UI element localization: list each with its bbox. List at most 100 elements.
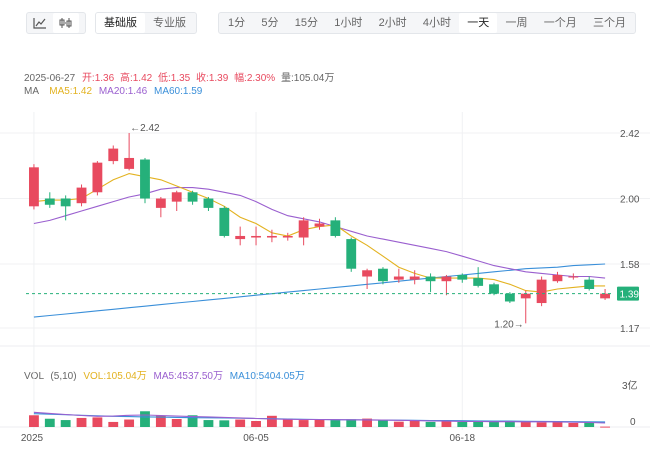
period-1week[interactable]: 一周 xyxy=(505,17,528,29)
period-1month[interactable]: 一个月 xyxy=(543,17,577,29)
volume-bar xyxy=(251,421,261,427)
x-tick-label: 2025 xyxy=(21,433,44,444)
volume-bar xyxy=(584,422,595,427)
candle-body xyxy=(314,223,325,227)
info-volume: 105.04万 xyxy=(293,73,335,84)
ohlc-info: 2025-06-27 开:1.36 高:1.42 低:1.35 收:1.39 幅… xyxy=(24,69,334,84)
y-tick-label: 1.17 xyxy=(620,324,640,335)
candle-body xyxy=(171,192,182,202)
volume-bar xyxy=(330,420,341,427)
candle-body xyxy=(489,284,499,294)
period-4h[interactable]: 4小时 xyxy=(422,17,452,29)
candle-body xyxy=(552,274,563,282)
volume-axis-max-label: 3亿 xyxy=(622,379,638,392)
x-tick-label: 06-18 xyxy=(449,433,475,444)
volume-bar xyxy=(171,419,182,427)
info-change: 2.30% xyxy=(246,73,276,84)
candle-body xyxy=(92,162,103,193)
volume-bar xyxy=(203,420,214,427)
volume-bar xyxy=(425,421,436,427)
volume-bar xyxy=(504,421,515,427)
candle-body xyxy=(584,279,595,289)
vol-value: VOL:105.04万 xyxy=(83,371,147,382)
candle-body xyxy=(568,276,579,278)
volume-axis-zero-label: 0 xyxy=(630,417,636,428)
volume-bar xyxy=(92,417,103,427)
volume-bar xyxy=(568,423,579,427)
period-switch: 1分 5分 15分 1小时 2小时 4小时 一天 一周 一个月 三个月 xyxy=(218,12,636,34)
candle-body xyxy=(282,235,293,238)
candle-body xyxy=(362,270,373,277)
candle-body xyxy=(155,198,166,208)
current-price-badge xyxy=(617,286,639,301)
toolbar: 基础版 专业版 1分 5分 15分 1小时 2小时 4小时 一天 一周 一个月 … xyxy=(0,12,650,36)
ma20-value: MA20:1.46 xyxy=(98,86,148,97)
line-chart-icon[interactable] xyxy=(27,13,53,33)
candle-body xyxy=(520,293,531,299)
candle-body xyxy=(187,192,198,202)
candle-body xyxy=(124,157,135,169)
candle-body xyxy=(536,279,547,304)
candle-body xyxy=(60,198,71,207)
candle-body xyxy=(108,148,119,162)
candle-body xyxy=(441,276,452,282)
volume-bar xyxy=(489,421,499,427)
info-close-label: 收: xyxy=(196,73,209,84)
period-1min[interactable]: 1分 xyxy=(228,17,246,29)
candle-body xyxy=(235,235,246,240)
y-tick-label: 2.42 xyxy=(620,129,640,140)
info-open-label: 开: xyxy=(81,73,95,84)
vol-ma10-value: MA10:5404.05万 xyxy=(229,371,305,382)
ma-label: MA xyxy=(24,86,39,97)
volume-bar xyxy=(76,417,87,427)
volume-bar xyxy=(155,415,166,427)
ma60-line xyxy=(33,263,606,318)
candle-body xyxy=(76,187,87,204)
vol-params: (5,10) xyxy=(50,371,77,382)
y-tick-label: 1.58 xyxy=(620,260,640,271)
version-switch: 基础版 专业版 xyxy=(95,12,197,34)
info-volume-label: 量: xyxy=(280,73,294,84)
info-high: 1.42 xyxy=(132,73,153,84)
volume-bar xyxy=(536,422,547,427)
volume-bar xyxy=(552,421,563,427)
info-close: 1.39 xyxy=(208,73,229,84)
candle-body xyxy=(219,207,230,236)
x-tick-label: 06-05 xyxy=(243,433,269,444)
version-basic[interactable]: 基础版 xyxy=(96,13,145,33)
candle-body xyxy=(298,220,309,238)
y-tick-label: 2.00 xyxy=(620,195,640,206)
candle-body xyxy=(330,220,341,236)
chart-type-switch xyxy=(26,12,86,34)
candle-body xyxy=(346,239,357,269)
candle-body xyxy=(425,276,436,282)
volume-bar xyxy=(600,426,610,428)
info-change-label: 幅: xyxy=(234,73,247,84)
period-3month[interactable]: 三个月 xyxy=(592,17,626,29)
period-1day[interactable]: 一天 xyxy=(459,13,498,33)
ma5-line xyxy=(33,173,606,293)
min-price-annotation: 1.20→ xyxy=(494,319,523,330)
version-pro[interactable]: 专业版 xyxy=(153,17,186,29)
period-5min[interactable]: 5分 xyxy=(261,17,279,29)
volume-bar xyxy=(60,420,71,427)
max-price-annotation: ←2.42 xyxy=(130,123,160,134)
volume-bar xyxy=(187,415,198,427)
candle-body xyxy=(457,274,468,280)
info-open: 1.36 xyxy=(94,73,115,84)
volume-bar xyxy=(393,421,404,427)
volume-bar xyxy=(362,418,373,427)
volume-bar xyxy=(378,420,388,427)
period-15min[interactable]: 15分 xyxy=(294,17,318,29)
volume-bar xyxy=(44,418,55,427)
volume-bar xyxy=(441,421,452,427)
volume-bar xyxy=(219,420,230,427)
volume-bar xyxy=(457,421,468,427)
period-1h[interactable]: 1小时 xyxy=(334,17,363,29)
volume-bar xyxy=(298,420,309,427)
volume-bar xyxy=(346,419,357,427)
candlestick-icon[interactable] xyxy=(53,13,79,33)
period-2h[interactable]: 2小时 xyxy=(378,17,407,29)
vol-ma5-line xyxy=(33,411,606,424)
